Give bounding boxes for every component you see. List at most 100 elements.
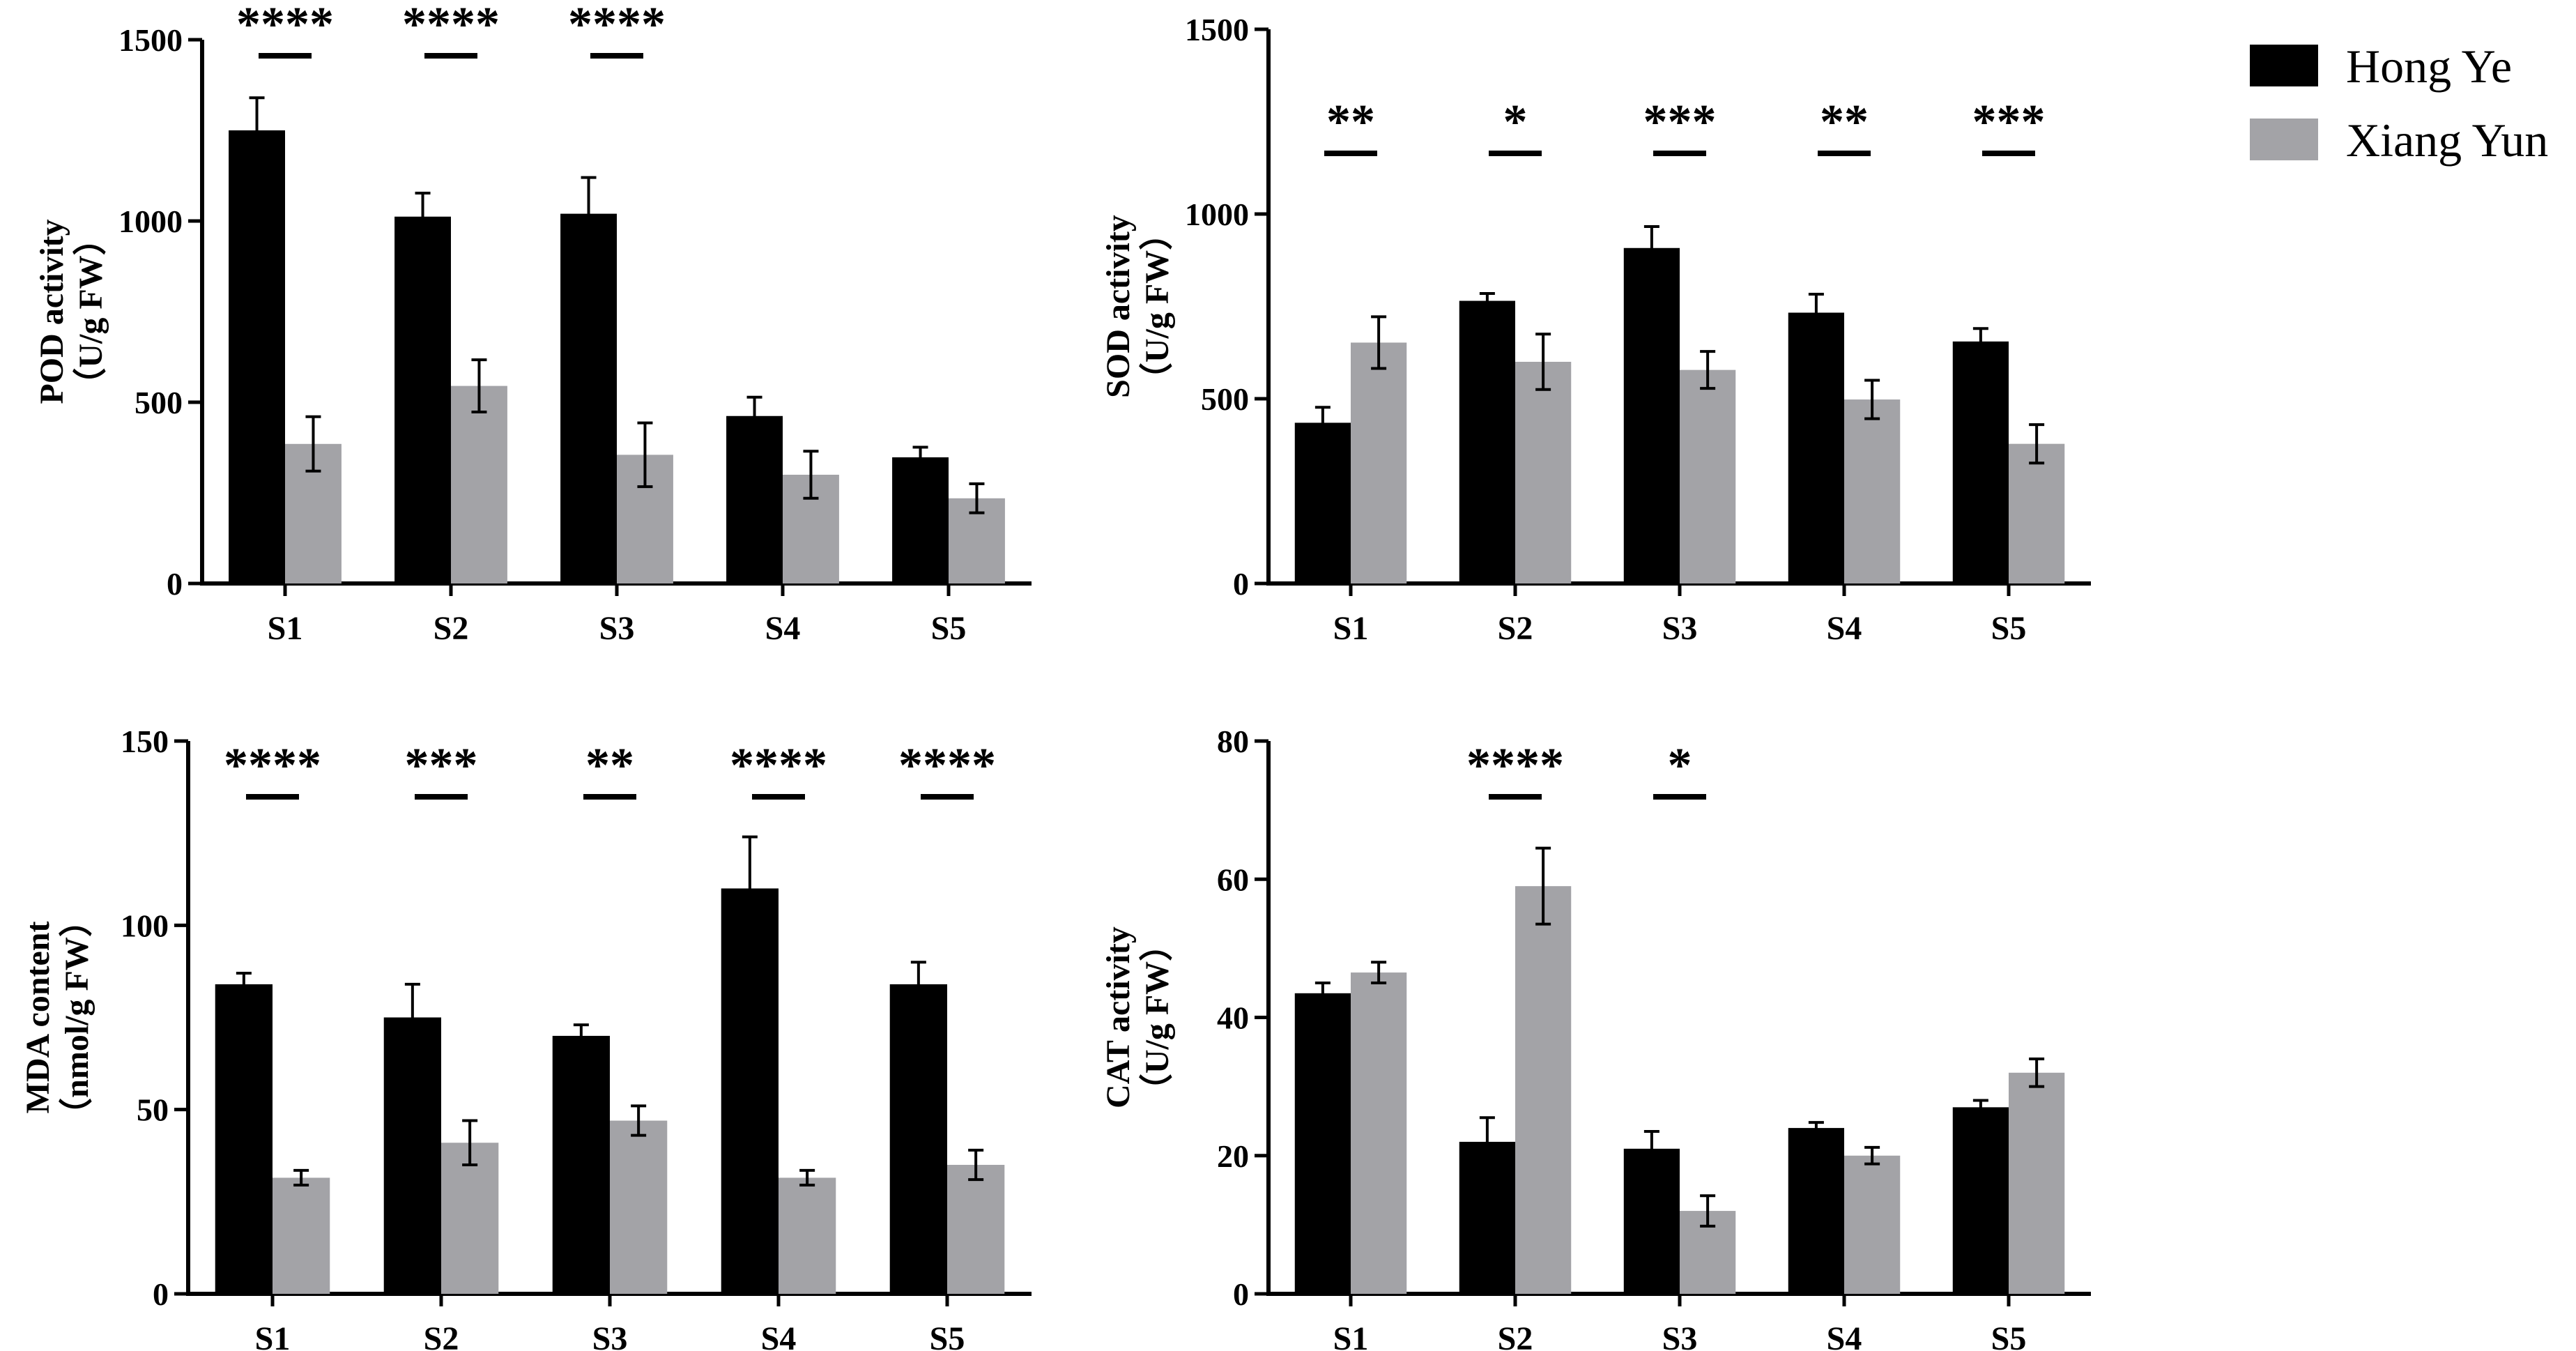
panel-sod: 0 500 1000 1500 SOD activity （U/g FW） S1 ** S2 * S… [1100, 12, 2091, 647]
significance-stars: *** [1972, 96, 2046, 149]
x-tick-label: S5 [1991, 610, 2027, 647]
significance-stars: **** [568, 0, 666, 52]
bar-xiang-yun [2009, 1072, 2065, 1294]
significance-stars: **** [236, 0, 334, 52]
y-tick-label: 500 [1201, 381, 1249, 417]
y-axis-label: （U/g FW） [72, 222, 109, 401]
y-tick-label: 500 [135, 385, 183, 420]
bar-xiang-yun [610, 1120, 668, 1294]
significance-stars: * [1503, 96, 1528, 149]
significance-stars: **** [898, 739, 996, 793]
x-tick-label: S1 [255, 1320, 291, 1351]
bar-hong-ye [1788, 312, 1844, 583]
y-tick-label: 80 [1217, 724, 1249, 759]
x-tick-label: S2 [424, 1320, 459, 1351]
significance-stars: *** [1643, 96, 1717, 149]
x-tick-label: S1 [268, 610, 303, 647]
y-axis-label: POD activity [33, 219, 70, 404]
bar-xiang-yun [779, 1177, 836, 1294]
x-tick-label: S1 [1333, 1320, 1369, 1351]
legend-swatch-xiang-yun [2250, 119, 2318, 160]
bar-xiang-yun [1680, 369, 1736, 583]
bar-hong-ye [1623, 247, 1680, 583]
significance-stars: ** [1820, 96, 1869, 149]
bar-hong-ye [1952, 1107, 2009, 1294]
bar-hong-ye [215, 984, 273, 1294]
x-tick-label: S4 [765, 610, 801, 647]
significance-stars: *** [405, 739, 478, 793]
x-tick-label: S4 [1827, 610, 1862, 647]
bar-hong-ye [1459, 300, 1515, 583]
bar-xiang-yun [1844, 399, 1901, 583]
significance-stars: * [1668, 739, 1692, 793]
bar-hong-ye [721, 888, 779, 1294]
bar-xiang-yun [1515, 362, 1572, 583]
x-tick-label: S5 [930, 1320, 965, 1351]
bar-xiang-yun [273, 1177, 330, 1294]
y-tick-label: 0 [153, 1276, 169, 1312]
bar-xiang-yun [451, 386, 507, 583]
y-axis-label: （nmol/g FW） [59, 903, 95, 1131]
legend-swatch-hong-ye [2250, 45, 2318, 86]
y-axis-label: CAT activity [1100, 926, 1137, 1108]
bar-hong-ye [726, 415, 783, 583]
significance-stars: **** [730, 739, 827, 793]
legend: Hong Ye Xiang Yun [2250, 40, 2548, 167]
y-axis-label: （U/g FW） [1139, 217, 1176, 396]
bar-hong-ye [394, 216, 451, 583]
y-tick-label: 1000 [1185, 197, 1249, 232]
bar-hong-ye [229, 130, 285, 583]
significance-stars: **** [1466, 739, 1564, 793]
legend-label-hong-ye: Hong Ye [2346, 40, 2512, 93]
bar-hong-ye [560, 213, 617, 584]
y-tick-label: 1500 [1185, 12, 1249, 47]
significance-stars: ** [585, 739, 634, 793]
y-tick-label: 20 [1217, 1138, 1249, 1174]
bar-xiang-yun [1515, 886, 1572, 1294]
x-tick-label: S4 [761, 1320, 797, 1351]
bar-hong-ye [1623, 1148, 1680, 1294]
significance-stars: ** [1326, 96, 1375, 149]
panel-cat: 0 20 40 60 80 CAT activity （U/g FW） S1 S2 **** S3 *… [1100, 724, 2091, 1351]
bar-hong-ye [1294, 993, 1351, 1294]
x-tick-label: S5 [931, 610, 967, 647]
y-tick-label: 0 [1233, 566, 1249, 602]
y-tick-label: 150 [121, 724, 169, 759]
y-tick-label: 1000 [118, 204, 183, 239]
bar-xiang-yun [1351, 342, 1407, 583]
bar-hong-ye [1952, 341, 2009, 583]
panel-pod: 0 500 1000 1500 POD activity （U/g FW） S1 **** S2… [33, 0, 1032, 647]
y-axis-label: SOD activity [1100, 215, 1137, 398]
x-tick-label: S3 [1662, 1320, 1698, 1351]
bar-xiang-yun [441, 1143, 499, 1294]
x-tick-label: S3 [599, 610, 635, 647]
y-tick-label: 60 [1217, 862, 1249, 897]
bar-hong-ye [889, 984, 947, 1294]
bar-hong-ye [892, 457, 949, 583]
significance-stars: **** [402, 0, 500, 52]
x-tick-label: S4 [1827, 1320, 1862, 1351]
x-tick-label: S1 [1333, 610, 1369, 647]
x-tick-label: S2 [434, 610, 469, 647]
y-axis-label: MDA content [20, 922, 56, 1114]
y-tick-label: 0 [1233, 1276, 1249, 1312]
x-tick-label: S2 [1498, 1320, 1533, 1351]
bar-xiang-yun [1844, 1155, 1901, 1294]
panel-mda: 0 50 100 150 MDA content （nmol/g FW） S1 **** S2 *… [20, 724, 1032, 1351]
bar-xiang-yun [2009, 443, 2065, 583]
x-tick-label: S3 [1662, 610, 1698, 647]
y-axis-label: （U/g FW） [1139, 928, 1176, 1107]
y-tick-label: 40 [1217, 1000, 1249, 1036]
y-tick-label: 100 [121, 908, 169, 943]
bar-hong-ye [552, 1035, 610, 1294]
x-tick-label: S5 [1991, 1320, 2027, 1351]
bar-hong-ye [383, 1017, 441, 1294]
y-tick-label: 50 [137, 1092, 169, 1128]
bar-xiang-yun [1351, 972, 1407, 1294]
y-tick-label: 0 [167, 566, 183, 602]
bar-xiang-yun [947, 1164, 1005, 1294]
significance-stars: **** [224, 739, 321, 793]
y-tick-label: 1500 [118, 22, 183, 58]
x-tick-label: S3 [592, 1320, 628, 1351]
